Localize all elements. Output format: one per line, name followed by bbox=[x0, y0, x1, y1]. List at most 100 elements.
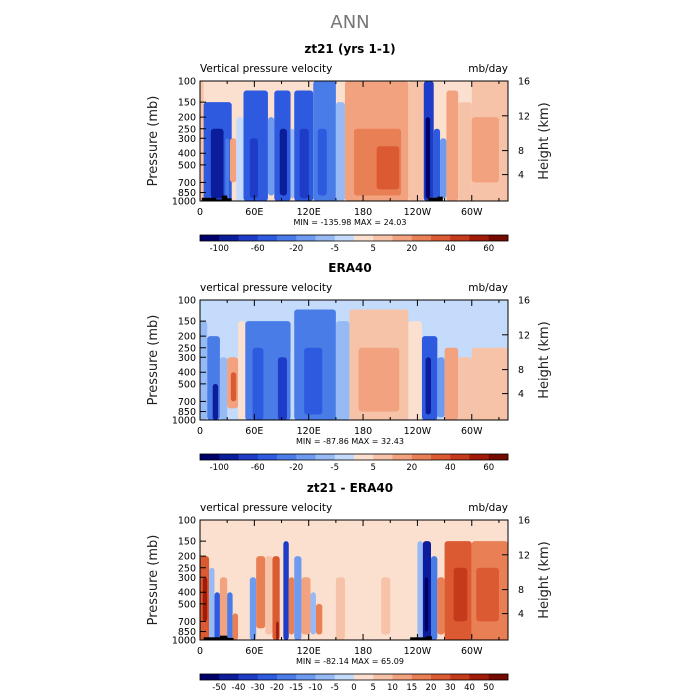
colorbar-swatch bbox=[488, 674, 509, 680]
topography-mask bbox=[426, 636, 432, 640]
colorbar-swatch bbox=[431, 674, 451, 680]
colorbar-swatch bbox=[488, 454, 509, 460]
colorbar-label: -100 bbox=[210, 244, 229, 254]
field-band bbox=[471, 347, 508, 420]
colorbar-swatch bbox=[488, 235, 509, 241]
colorbar-swatch bbox=[296, 674, 316, 680]
y-axis-label: Pressure (mb) bbox=[146, 315, 161, 406]
field-band bbox=[310, 592, 316, 635]
field-band bbox=[283, 541, 289, 640]
colorbar-frame bbox=[199, 673, 509, 681]
height-tick-label: 16 bbox=[518, 296, 530, 307]
chart-panel-1: zt21 (yrs 1-1) Vertical pressure velocity… bbox=[146, 42, 552, 254]
topography-mask bbox=[201, 197, 217, 201]
y-tick-label: 500 bbox=[178, 599, 196, 610]
colorbar-label: -60 bbox=[251, 244, 265, 254]
height-tick-label: 12 bbox=[518, 111, 530, 122]
field-band bbox=[290, 347, 295, 415]
colorbar-label: -100 bbox=[210, 463, 229, 473]
colorbar-swatch bbox=[200, 235, 220, 241]
colorbar-swatch bbox=[277, 454, 297, 460]
field-band bbox=[437, 357, 445, 418]
colorbar-label: -30 bbox=[251, 683, 265, 693]
height-tick-label: 8 bbox=[518, 146, 524, 157]
field-band bbox=[227, 592, 233, 640]
colorbar-swatch bbox=[373, 235, 393, 241]
colorbar-swatch bbox=[450, 454, 470, 460]
colorbar-label: 60 bbox=[483, 244, 494, 254]
colorbar-swatch bbox=[257, 235, 278, 241]
colorbar-swatch bbox=[238, 454, 259, 460]
field-layer bbox=[200, 81, 508, 201]
minmax-text: MIN = -87.86 MAX = 32.43 bbox=[296, 437, 404, 446]
x-tick-label: 120W bbox=[404, 426, 432, 437]
colorbar-swatch bbox=[392, 454, 413, 460]
field-band bbox=[425, 357, 431, 415]
x-tick-label: 60W bbox=[461, 207, 483, 218]
field-band bbox=[444, 347, 459, 420]
field-band bbox=[219, 357, 228, 420]
colorbar-label: 30 bbox=[445, 683, 456, 693]
colorbar-label: 20 bbox=[426, 683, 437, 693]
field-band bbox=[301, 577, 311, 635]
y-tick-label: 400 bbox=[178, 149, 196, 160]
y-tick-label: 250 bbox=[178, 343, 196, 354]
plot-frame bbox=[199, 299, 509, 421]
y-tick-label: 200 bbox=[178, 113, 196, 124]
panel-title: zt21 (yrs 1-1) bbox=[304, 42, 395, 56]
field-band bbox=[265, 556, 273, 635]
field-band bbox=[458, 102, 472, 201]
colorbar-swatch bbox=[354, 235, 374, 241]
field-band bbox=[277, 357, 287, 420]
colorbar-frame bbox=[199, 234, 509, 242]
field-band bbox=[417, 541, 423, 640]
y-tick-label: 150 bbox=[178, 98, 196, 109]
colorbar-swatch bbox=[277, 235, 297, 241]
colorbar-swatch bbox=[431, 454, 451, 460]
field-band bbox=[424, 577, 429, 632]
y-axis-label: Pressure (mb) bbox=[146, 535, 161, 626]
field-band bbox=[209, 567, 215, 640]
height-tick-label: 12 bbox=[518, 330, 530, 341]
chart-panel-3: zt21 - ERA40 vertical pressure velocity mb… bbox=[146, 481, 552, 693]
x-tick-label: 60W bbox=[461, 426, 483, 437]
panel-title: ERA40 bbox=[328, 261, 371, 275]
colorbar-label: -20 bbox=[289, 244, 303, 254]
colorbar-swatch bbox=[296, 454, 316, 460]
colorbar-label: 40 bbox=[445, 463, 456, 473]
y-tick-label: 150 bbox=[178, 537, 196, 548]
field-band bbox=[200, 81, 204, 201]
height-tick-label: 8 bbox=[518, 585, 524, 596]
colorbar-swatch bbox=[238, 235, 259, 241]
colorbar-label: -60 bbox=[251, 463, 265, 473]
field-band bbox=[299, 128, 309, 199]
field-band bbox=[446, 90, 459, 201]
colorbar-swatch bbox=[411, 674, 432, 680]
height-tick-label: 4 bbox=[518, 170, 524, 181]
colorbar-swatch bbox=[315, 674, 336, 680]
colorbar-label: 40 bbox=[445, 244, 456, 254]
y-tick-label: 700 bbox=[178, 617, 196, 628]
height-tick-label: 4 bbox=[518, 389, 524, 400]
field-band bbox=[290, 128, 295, 199]
field-band bbox=[425, 117, 431, 199]
height-tick-label: 4 bbox=[518, 609, 524, 620]
colorbar-swatch bbox=[277, 674, 297, 680]
x-tick-label: 0 bbox=[197, 646, 203, 657]
y-tick-label: 300 bbox=[178, 573, 196, 584]
y-tick-label: 250 bbox=[178, 563, 196, 574]
field-band bbox=[229, 138, 237, 183]
colorbar-swatch bbox=[296, 235, 316, 241]
minmax-text: MIN = -82.14 MAX = 65.09 bbox=[296, 657, 404, 666]
panel-left-label: Vertical pressure velocity bbox=[200, 63, 332, 75]
colorbar-swatch bbox=[411, 235, 432, 241]
field-band bbox=[200, 321, 208, 420]
field-band bbox=[230, 372, 237, 402]
y-tick-label: 200 bbox=[178, 552, 196, 563]
x-tick-label: 60E bbox=[245, 426, 263, 437]
field-band bbox=[236, 117, 244, 201]
height-tick-label: 8 bbox=[518, 365, 524, 376]
plot-frame bbox=[199, 519, 509, 641]
height-tick-label: 16 bbox=[518, 77, 530, 88]
colorbar-label: -20 bbox=[270, 683, 284, 693]
